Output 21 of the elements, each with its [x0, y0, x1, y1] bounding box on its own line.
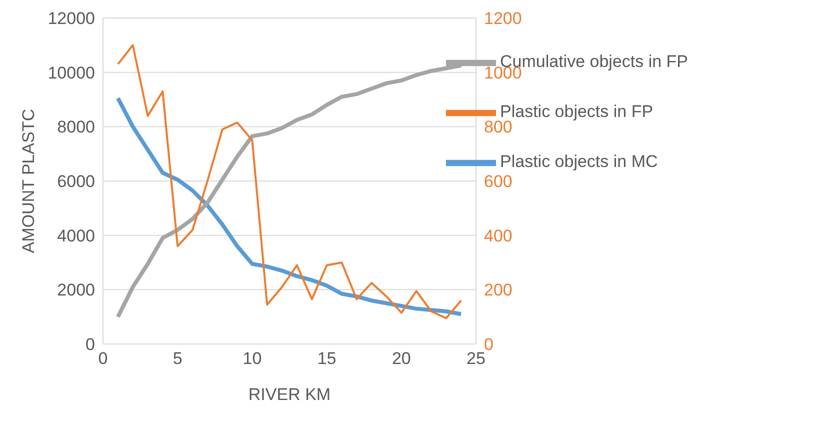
y2-tick-label: 400 [484, 226, 512, 246]
x-tick-label: 20 [392, 349, 411, 368]
y-tick-label: 8000 [57, 118, 95, 137]
y2-tick-label: 200 [484, 280, 512, 300]
y-tick-label: 12000 [48, 9, 95, 28]
y2-tick-label: 1200 [484, 9, 522, 28]
x-tick-label: 10 [242, 349, 262, 368]
y2-tick-label: 0 [484, 335, 494, 354]
x-tick-label: 0 [98, 349, 108, 368]
y-axis-title: AMOUNT PLASTC [19, 108, 38, 254]
y-tick-label: 0 [86, 335, 95, 354]
y2-tick-label: 600 [484, 172, 512, 192]
legend-label: Plastic objects in MC [500, 152, 658, 172]
x-axis-title: RIVER KM [248, 385, 331, 404]
y-tick-label: 4000 [57, 226, 95, 246]
y-tick-label: 2000 [57, 280, 95, 300]
x-tick-label: 15 [317, 349, 336, 368]
y-tick-label: 6000 [57, 172, 95, 192]
x-tick-label: 25 [466, 349, 486, 368]
y-tick-label: 10000 [48, 63, 95, 82]
x-tick-label: 5 [172, 349, 182, 368]
